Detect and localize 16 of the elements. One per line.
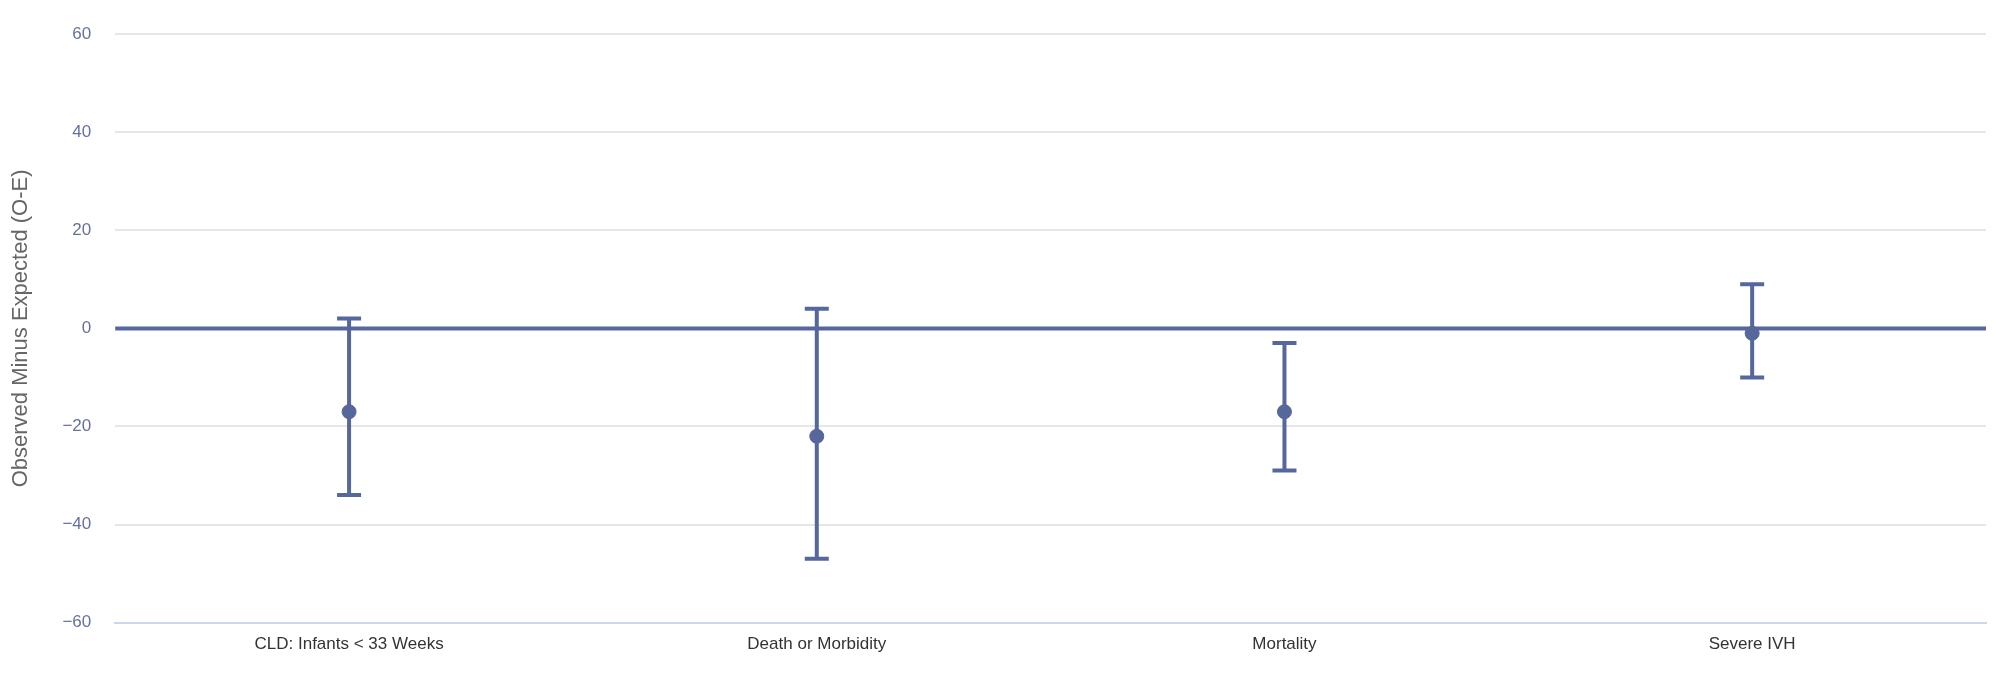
- x-tick-label: Death or Morbidity: [747, 634, 887, 654]
- x-tick-label: CLD: Infants < 33 Weeks: [254, 634, 444, 654]
- point: [809, 428, 825, 444]
- y-tick-label: 40: [72, 121, 92, 141]
- x-tick-label: Mortality: [1252, 634, 1318, 654]
- point: [341, 404, 357, 420]
- y-tick-label: −20: [62, 416, 92, 436]
- y-axis-title: Observed Minus Expected (O-E): [7, 169, 33, 488]
- y-tick-label: 20: [72, 220, 92, 240]
- y-tick-label: −60: [62, 612, 92, 632]
- y-tick-label: 0: [81, 318, 92, 338]
- x-tick-label: Severe IVH: [1708, 634, 1796, 654]
- point: [1744, 325, 1760, 341]
- y-tick-label: −40: [62, 514, 92, 534]
- y-tick-label: 60: [72, 23, 92, 43]
- point: [1276, 404, 1292, 420]
